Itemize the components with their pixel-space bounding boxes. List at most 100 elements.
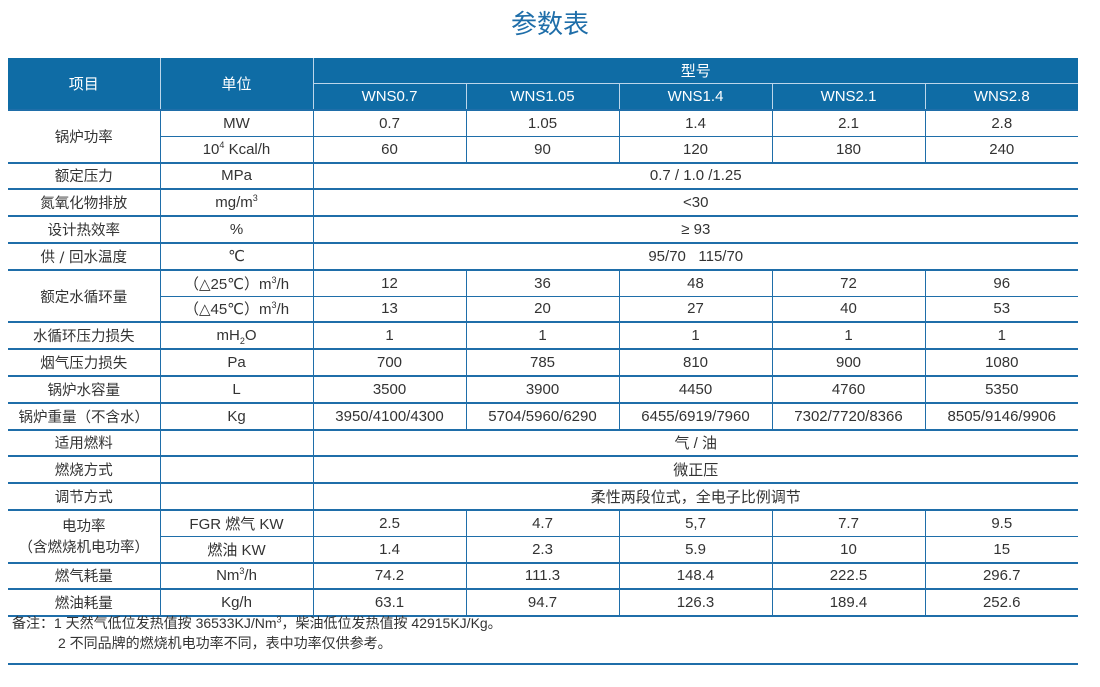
row-item-label: 燃气耗量: [54, 569, 113, 586]
header-model-wns2.8: WNS2.8: [924, 83, 1078, 111]
row-unit: FGR 燃气 KW: [159, 508, 314, 537]
row-unit: [159, 455, 314, 484]
row-item-label: 水循环压力损失: [33, 329, 135, 346]
table-row: 锅炉水容量 L 3500 3900 4450 4760 5350: [8, 374, 1078, 403]
table-row: 锅炉功率 MW 0.7 1.05 1.4 2.1 2.8: [8, 108, 1078, 163]
row-value: 120: [618, 135, 773, 163]
header-unit: 单位: [159, 58, 314, 111]
row-value: 1.4: [618, 108, 773, 137]
table-row: 额定压力 MPa 0.7 / 1.0 /1.25: [8, 161, 1078, 190]
row-value: 1: [771, 321, 926, 350]
note-2: 2 不同品牌的燃烧机电功率不同，表中功率仅供参考。: [58, 635, 392, 651]
row-item-label: 额定压力: [54, 169, 113, 186]
row-unit: 燃油 KW: [159, 535, 314, 563]
row-value: 90: [465, 135, 620, 163]
row-item-label: 调节方式: [54, 490, 113, 507]
row-unit: MW: [159, 108, 314, 137]
row-unit: [159, 482, 314, 510]
row-item-label: 额定水循环量: [40, 289, 128, 306]
row-unit: MPa: [159, 161, 314, 190]
row-value: 4760: [771, 374, 926, 403]
row-unit: Kg/h: [159, 588, 314, 618]
row-value: 94.7: [465, 588, 620, 618]
row-value-all: 气 / 油: [312, 428, 1078, 457]
row-value: 700: [312, 348, 467, 376]
table-row: 燃气耗量 Nm3/h 74.2 111.3 148.4 222.5 296.7: [8, 561, 1078, 590]
row-value-all: 微正压: [312, 455, 1078, 484]
row-value: 96: [924, 268, 1078, 297]
row-value: 222.5: [771, 561, 926, 590]
row-value: 53: [924, 295, 1078, 323]
row-unit: mH2O: [159, 321, 314, 350]
row-item: 锅炉水容量: [8, 374, 161, 403]
row-unit: [159, 428, 314, 457]
parameter-table: 项目 单位 型号 WNS0.7 WNS1.05 WNS1.4 WNS2.1 WNS2.8…: [8, 58, 1078, 618]
row-item: 燃油耗量: [8, 588, 161, 618]
row-value: 40: [771, 295, 926, 323]
row-value: 1080: [924, 348, 1078, 376]
row-value: 3900: [465, 374, 620, 403]
row-item: 电功率 （含燃烧机电功率）: [8, 508, 161, 563]
row-value: 4.7: [465, 508, 620, 537]
row-value-all: 柔性两段位式，全电子比例调节: [312, 482, 1078, 510]
row-item-label: 供 / 回水温度: [40, 249, 128, 266]
row-value: 7302/7720/8366: [771, 401, 926, 430]
row-value: 5704/5960/6290: [465, 401, 620, 430]
unit-text: 3: [252, 193, 258, 204]
table-row: 燃油耗量 Kg/h 63.1 94.7 126.3 189.4 252.6: [8, 588, 1078, 618]
unit-text: %: [229, 221, 244, 239]
row-value-all: 95/70 115/70: [312, 241, 1078, 270]
row-value: 296.7: [924, 561, 1078, 590]
row-value: 6455/6919/7960: [618, 401, 773, 430]
row-item: 供 / 回水温度: [8, 241, 161, 270]
row-item: 烟气压力损失: [8, 348, 161, 376]
row-value: 13: [312, 295, 467, 323]
table-row: 104 Kcal/h 60 90 120 180 240: [8, 135, 1078, 163]
table-row: 调节方式 柔性两段位式，全电子比例调节: [8, 482, 1078, 510]
row-value: 148.4: [618, 561, 773, 590]
table-row: 氮氧化物排放 mg/m3 <30: [8, 188, 1078, 217]
row-value: 810: [618, 348, 773, 376]
row-value: 8505/9146/9906: [924, 401, 1078, 430]
row-value: 0.7: [312, 108, 467, 137]
row-value: 2.8: [924, 108, 1078, 137]
row-item: 氮氧化物排放: [8, 188, 161, 217]
header-model-wns0.7: WNS0.7: [312, 83, 467, 111]
row-unit: mg/m3: [159, 188, 314, 217]
row-item-label: 电功率: [62, 519, 106, 536]
unit-text: Kg/h: [221, 594, 252, 612]
row-item: 额定压力: [8, 161, 161, 190]
unit-text: Kcal/h: [224, 140, 271, 158]
unit-text: （△25℃）m: [183, 275, 272, 293]
row-value: 180: [771, 135, 926, 163]
row-item: 设计热效率: [8, 215, 161, 243]
unit-text: L: [232, 380, 241, 398]
row-value: 5350: [924, 374, 1078, 403]
row-value: 12: [312, 268, 467, 297]
row-value: 60: [312, 135, 467, 163]
row-value: 1.05: [465, 108, 620, 137]
table-row: 适用燃料 气 / 油: [8, 428, 1078, 457]
row-item: 水循环压力损失: [8, 321, 161, 350]
row-value: 5,7: [618, 508, 773, 537]
unit-text: Pa: [227, 354, 246, 372]
table-row: 额定水循环量 （△25℃）m3/h 12 36 48 72 96: [8, 268, 1078, 323]
unit-text: （△45℃）m: [183, 301, 272, 319]
row-unit: L: [159, 374, 314, 403]
row-item-label: 设计热效率: [47, 223, 121, 240]
row-value: 1.4: [312, 535, 467, 563]
row-item: 锅炉重量（不含水）: [8, 401, 161, 430]
row-value: 9.5: [924, 508, 1078, 537]
row-value: 1: [924, 321, 1078, 350]
row-value: 1: [465, 321, 620, 350]
row-value: 4450: [618, 374, 773, 403]
unit-text: /h: [244, 567, 257, 585]
table-row: （△45℃）m3/h 13 20 27 40 53: [8, 295, 1078, 323]
unit-text: 4: [219, 139, 225, 150]
row-value: 27: [618, 295, 773, 323]
unit-text: mg/m: [215, 194, 253, 212]
table-row: 燃油 KW 1.4 2.3 5.9 10 15: [8, 535, 1078, 563]
row-unit: （△25℃）m3/h: [159, 268, 314, 297]
note-1-sup: 3: [276, 614, 282, 625]
row-value-all: <30: [312, 188, 1078, 217]
